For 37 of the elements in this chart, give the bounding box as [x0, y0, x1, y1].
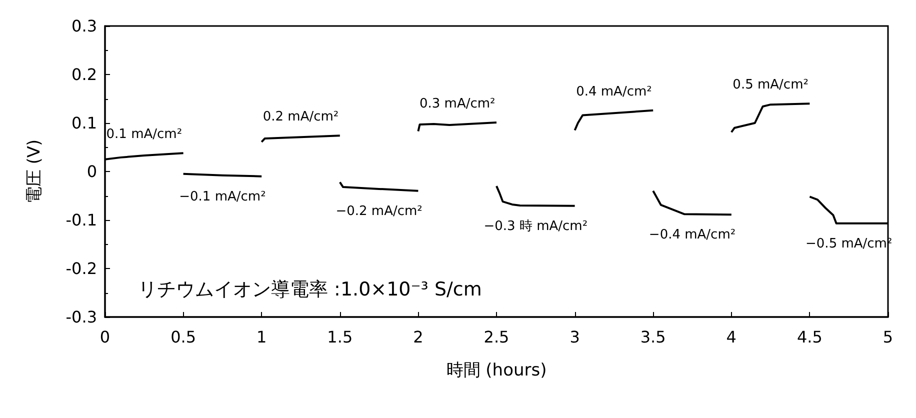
line-series — [496, 185, 576, 207]
x-tick-label: 3.5 — [640, 328, 666, 346]
y-tick-label: 0.1 — [72, 114, 97, 132]
line-series — [260, 134, 341, 143]
annotation: 0.5 mA/cm² — [732, 78, 808, 93]
line-series — [417, 122, 498, 132]
annotation: 0.4 mA/cm² — [576, 84, 652, 100]
x-tick-label: 1.5 — [327, 328, 353, 346]
annotation: 0.1 mA/cm² — [106, 127, 182, 142]
annotation: リチウムイオン導電率 :1.0×10⁻³ S/cm — [138, 278, 482, 300]
annotation: 0.3 mA/cm² — [419, 96, 496, 112]
y-axis-title: 電圧 (V) — [24, 139, 44, 204]
y-tick-label: 0.2 — [72, 65, 97, 84]
x-tick-label: 0 — [100, 328, 110, 346]
line-series — [730, 102, 811, 134]
y-tick-label: 0.3 — [72, 16, 97, 36]
x-tick-label: 2 — [413, 328, 424, 346]
line-series — [574, 109, 654, 132]
annotation: 0.2 mA/cm² — [262, 110, 339, 125]
annotation: −0.2 mA/cm² — [336, 204, 422, 219]
x-tick-label: 3 — [570, 328, 580, 346]
annotation: −0.1 mA/cm² — [179, 189, 266, 204]
line-series — [652, 190, 732, 216]
x-tick-label: 4 — [726, 328, 736, 346]
x-tick-label: 2.5 — [484, 328, 510, 346]
x-tick-label: 4.5 — [796, 328, 822, 346]
x-tick-label: 0.5 — [170, 328, 196, 346]
y-tick-label: -0.2 — [66, 259, 97, 278]
y-tick-label: -0.3 — [66, 308, 97, 326]
x-axis-title: 時間 (hours) — [446, 360, 547, 380]
annotation: −0.4 mA/cm² — [648, 228, 736, 243]
y-tick-label: -0.1 — [66, 210, 97, 230]
x-tick-label: 5 — [882, 328, 894, 346]
line-series — [338, 181, 420, 192]
x-tick-label: 1 — [256, 328, 267, 346]
y-tick-label: 0 — [86, 162, 97, 181]
annotation: −0.3 時 mA/cm² — [484, 218, 588, 234]
